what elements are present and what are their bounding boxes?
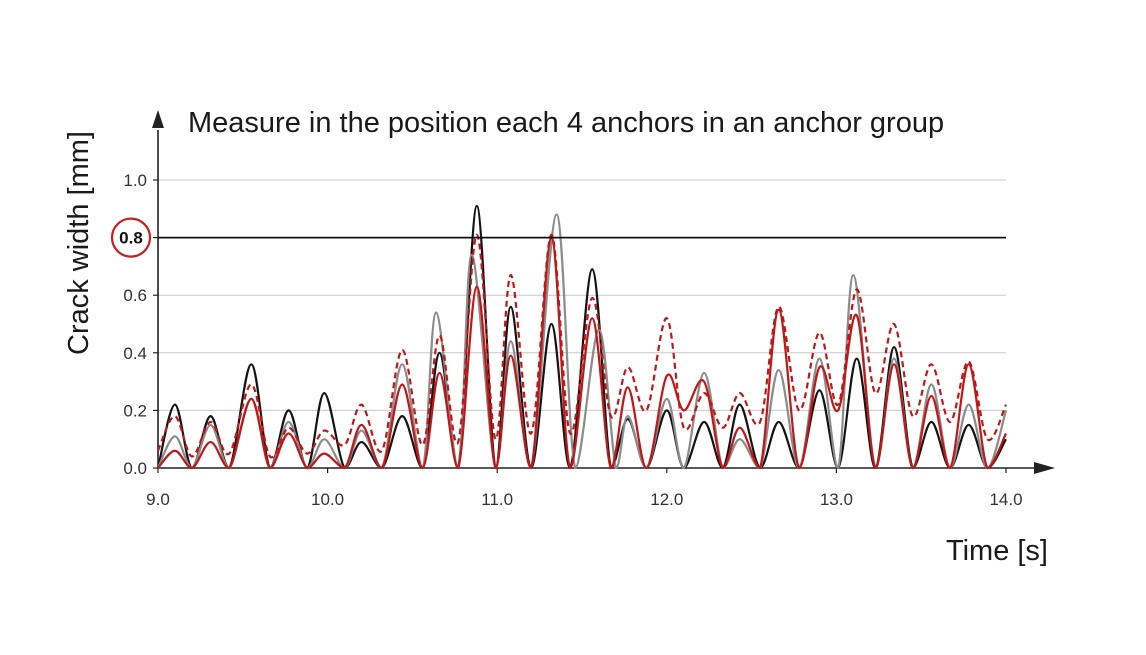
series-lines [156, 204, 1008, 470]
series-line-3 [156, 233, 1008, 459]
y-tick-label: 0.0 [123, 459, 147, 478]
threshold-highlight-circle [110, 217, 152, 258]
y-axis-label: Crack width [mm] [63, 131, 95, 355]
series-line-2 [157, 213, 1008, 470]
y-axis-arrowhead [152, 110, 164, 128]
chart-title: Measure in the position each 4 anchors i… [188, 107, 944, 139]
x-tick-label: 9.0 [146, 490, 170, 509]
threshold-marker: 0.8 [110, 217, 1006, 258]
y-tick-label: 1.0 [123, 171, 147, 190]
x-tick-label: 12.0 [650, 490, 683, 509]
y-tick-label: 0.2 [123, 401, 147, 420]
x-axis-label: Time [s] [946, 535, 1048, 567]
y-tick-label: 0.6 [123, 286, 147, 305]
tick-labels: 0.0 0.2 0.4 0.6 1.0 9.0 10.0 11.0 12.0 13.0 14.0 [123, 171, 1022, 509]
axes [152, 110, 1055, 474]
x-tick-label: 14.0 [989, 490, 1022, 509]
x-axis-arrowhead [1034, 462, 1055, 474]
x-tick-label: 11.0 [481, 490, 513, 509]
series-line-4 [157, 236, 1007, 470]
y-tick-label: 0.4 [123, 344, 147, 363]
x-tick-label: 10.0 [311, 490, 344, 509]
x-tick-label: 13.0 [820, 490, 853, 509]
threshold-label: 0.8 [119, 229, 143, 248]
